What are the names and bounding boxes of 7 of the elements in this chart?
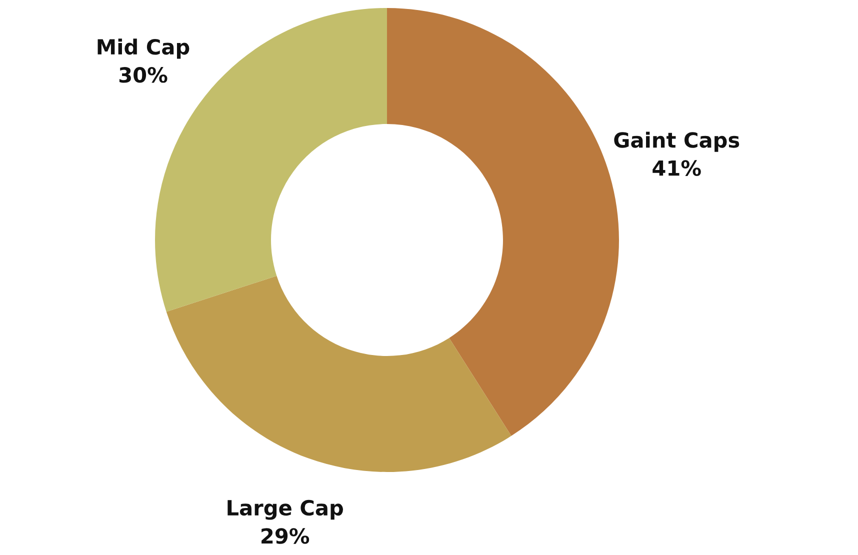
slice-label: Large Cap — [228, 500, 343, 520]
data-label: 29% — [262, 528, 310, 544]
slice-label: Mid Cap — [98, 38, 190, 59]
slice-label: Gaint Caps — [614, 132, 740, 152]
data-label: 30% — [119, 67, 168, 83]
donut-slice — [166, 276, 512, 472]
data-label: 41% — [652, 160, 701, 176]
